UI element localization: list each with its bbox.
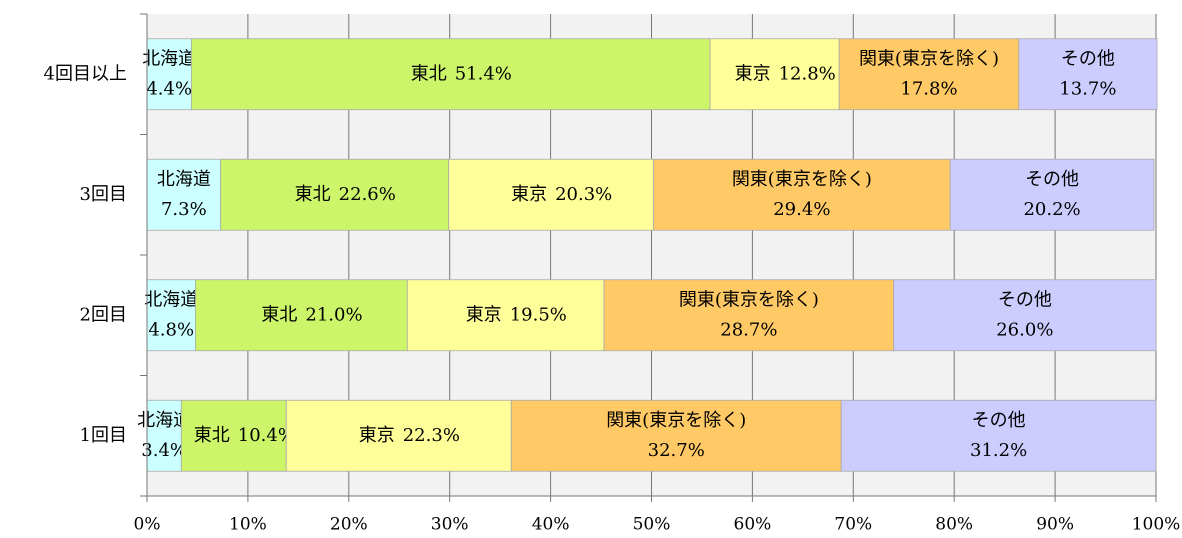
bar-segment — [603, 279, 895, 352]
y-tick-label: 4回目以上 — [44, 63, 127, 84]
data-label: 22.3% — [403, 425, 460, 446]
segment-name: 北海道 — [137, 410, 191, 431]
data-label: 4.4% — [146, 78, 192, 99]
segment-name: 東京 — [466, 304, 502, 325]
x-tick-label: 20% — [330, 515, 368, 535]
data-label: 17.8% — [900, 78, 957, 99]
bar-segment — [1018, 38, 1158, 111]
segment-name: 東京 — [359, 425, 395, 446]
segment-name: その他 — [998, 289, 1052, 310]
x-tick-label: 0% — [134, 515, 161, 535]
data-label: 13.7% — [1059, 78, 1116, 99]
x-tick-label: 50% — [633, 515, 671, 535]
x-tick-label: 100% — [1132, 515, 1181, 535]
data-label: 32.7% — [648, 440, 705, 461]
data-label: 4.8% — [148, 319, 194, 340]
bar-segment — [893, 279, 1157, 352]
bar-segment — [146, 38, 192, 111]
data-label: 20.3% — [555, 184, 612, 205]
bar-segment — [510, 399, 842, 472]
x-tick-label: 30% — [431, 515, 469, 535]
bar-segment — [195, 279, 408, 352]
bar-segment — [190, 38, 711, 111]
segment-name: 東京 — [735, 63, 771, 84]
x-tick-label: 10% — [229, 515, 267, 535]
bar-segment — [146, 279, 196, 352]
segment-name: 東京 — [511, 184, 547, 205]
x-tick-label: 40% — [532, 515, 570, 535]
segment-name: 東北 — [194, 425, 230, 446]
bar-segment — [146, 158, 222, 231]
data-label: 29.4% — [773, 199, 830, 220]
data-label: 26.0% — [996, 319, 1053, 340]
segment-name: 東北 — [295, 184, 331, 205]
data-label: 20.2% — [1023, 199, 1080, 220]
segment-name: その他 — [972, 410, 1026, 431]
segment-name: 関東(東京を除く) — [606, 410, 746, 431]
bar-segment — [448, 158, 654, 231]
segment-name: 北海道 — [142, 48, 196, 69]
bar-segment — [840, 399, 1157, 472]
segment-name: 関東(東京を除く) — [679, 289, 819, 310]
data-label: 19.5% — [510, 304, 567, 325]
x-tick-label: 60% — [734, 515, 772, 535]
data-label: 21.0% — [305, 304, 362, 325]
x-tick-label: 80% — [935, 515, 973, 535]
data-label: 22.6% — [339, 184, 396, 205]
bar-segment — [949, 158, 1155, 231]
x-tick-label: 90% — [1036, 515, 1074, 535]
segment-name: 北海道 — [144, 289, 198, 310]
data-label: 10.4% — [238, 425, 295, 446]
x-tick-label: 70% — [834, 515, 872, 535]
y-tick-label: 1回目 — [80, 425, 127, 446]
bar-segment — [406, 279, 605, 352]
data-label: 12.8% — [779, 63, 836, 84]
segment-name: 東北 — [261, 304, 297, 325]
segment-name: その他 — [1061, 48, 1115, 69]
segment-name: その他 — [1025, 169, 1079, 190]
bar-segment — [709, 38, 840, 111]
bar-segment — [653, 158, 951, 231]
segment-name: 関東(東京を除く) — [859, 48, 999, 69]
segment-name: 北海道 — [157, 169, 211, 190]
data-label: 28.7% — [720, 319, 777, 340]
data-label: 31.2% — [970, 440, 1027, 461]
bar-segment — [838, 38, 1020, 111]
bar-segment — [180, 399, 287, 472]
y-tick-label: 2回目 — [80, 304, 127, 325]
y-tick-label: 3回目 — [80, 184, 127, 205]
bar-segment — [285, 399, 512, 472]
bar-segment — [220, 158, 450, 231]
bar-segment — [146, 399, 182, 472]
segment-name: 関東(東京を除く) — [732, 169, 872, 190]
segment-name: 東北 — [411, 63, 447, 84]
data-label: 3.4% — [141, 440, 187, 461]
data-label: 7.3% — [161, 199, 207, 220]
data-label: 51.4% — [455, 63, 512, 84]
